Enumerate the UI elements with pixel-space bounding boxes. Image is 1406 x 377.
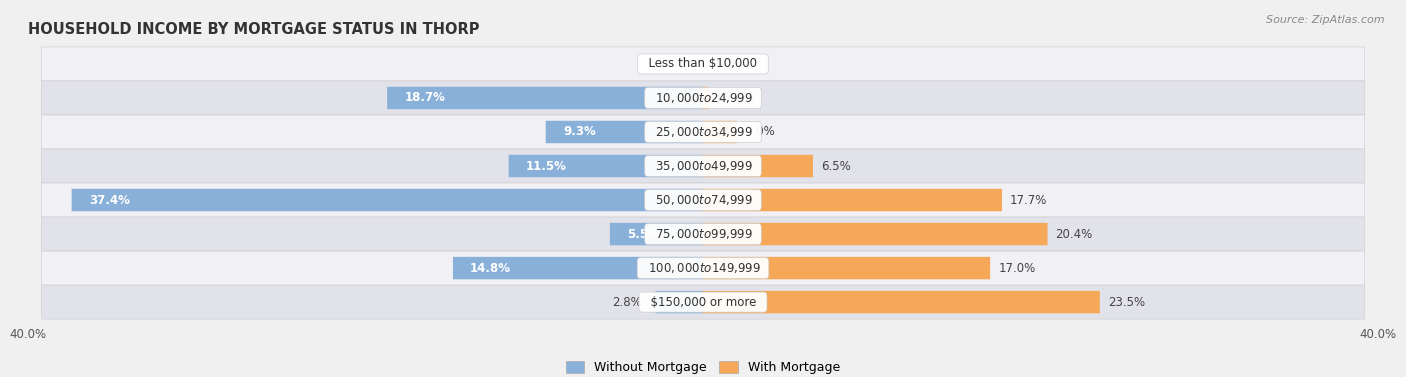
FancyBboxPatch shape bbox=[703, 291, 1099, 313]
FancyBboxPatch shape bbox=[387, 87, 703, 109]
Text: $100,000 to $149,999: $100,000 to $149,999 bbox=[641, 261, 765, 275]
Text: 11.5%: 11.5% bbox=[526, 159, 567, 173]
FancyBboxPatch shape bbox=[703, 257, 990, 279]
Text: 0.0%: 0.0% bbox=[711, 57, 741, 70]
FancyBboxPatch shape bbox=[41, 149, 1365, 183]
FancyBboxPatch shape bbox=[610, 223, 703, 245]
FancyBboxPatch shape bbox=[41, 183, 1365, 217]
Text: 14.8%: 14.8% bbox=[470, 262, 512, 274]
Text: 2.0%: 2.0% bbox=[745, 126, 775, 138]
FancyBboxPatch shape bbox=[703, 155, 813, 177]
Text: 20.4%: 20.4% bbox=[1056, 228, 1092, 241]
FancyBboxPatch shape bbox=[655, 291, 703, 313]
FancyBboxPatch shape bbox=[509, 155, 703, 177]
FancyBboxPatch shape bbox=[41, 217, 1365, 251]
FancyBboxPatch shape bbox=[41, 251, 1365, 285]
Text: 17.0%: 17.0% bbox=[998, 262, 1035, 274]
FancyBboxPatch shape bbox=[703, 189, 1002, 211]
Text: 2.8%: 2.8% bbox=[613, 296, 643, 309]
Text: $75,000 to $99,999: $75,000 to $99,999 bbox=[648, 227, 758, 241]
Text: 23.5%: 23.5% bbox=[1108, 296, 1144, 309]
FancyBboxPatch shape bbox=[72, 189, 703, 211]
Text: 9.3%: 9.3% bbox=[562, 126, 596, 138]
FancyBboxPatch shape bbox=[546, 121, 703, 143]
Text: $35,000 to $49,999: $35,000 to $49,999 bbox=[648, 159, 758, 173]
Text: 0.34%: 0.34% bbox=[717, 92, 754, 104]
Text: 0.0%: 0.0% bbox=[659, 57, 689, 70]
FancyBboxPatch shape bbox=[453, 257, 703, 279]
FancyBboxPatch shape bbox=[41, 285, 1365, 319]
FancyBboxPatch shape bbox=[703, 223, 1047, 245]
Text: $10,000 to $24,999: $10,000 to $24,999 bbox=[648, 91, 758, 105]
Text: 17.7%: 17.7% bbox=[1010, 193, 1047, 207]
FancyBboxPatch shape bbox=[703, 87, 709, 109]
Text: $50,000 to $74,999: $50,000 to $74,999 bbox=[648, 193, 758, 207]
Text: 18.7%: 18.7% bbox=[405, 92, 446, 104]
FancyBboxPatch shape bbox=[41, 115, 1365, 149]
FancyBboxPatch shape bbox=[41, 47, 1365, 81]
Text: 37.4%: 37.4% bbox=[89, 193, 129, 207]
FancyBboxPatch shape bbox=[703, 121, 737, 143]
Legend: Without Mortgage, With Mortgage: Without Mortgage, With Mortgage bbox=[561, 356, 845, 377]
Text: $25,000 to $34,999: $25,000 to $34,999 bbox=[648, 125, 758, 139]
FancyBboxPatch shape bbox=[41, 81, 1365, 115]
Text: Less than $10,000: Less than $10,000 bbox=[641, 57, 765, 70]
Text: HOUSEHOLD INCOME BY MORTGAGE STATUS IN THORP: HOUSEHOLD INCOME BY MORTGAGE STATUS IN T… bbox=[28, 22, 479, 37]
Text: Source: ZipAtlas.com: Source: ZipAtlas.com bbox=[1267, 15, 1385, 25]
Text: 5.5%: 5.5% bbox=[627, 228, 659, 241]
Text: 6.5%: 6.5% bbox=[821, 159, 851, 173]
Text: $150,000 or more: $150,000 or more bbox=[643, 296, 763, 309]
